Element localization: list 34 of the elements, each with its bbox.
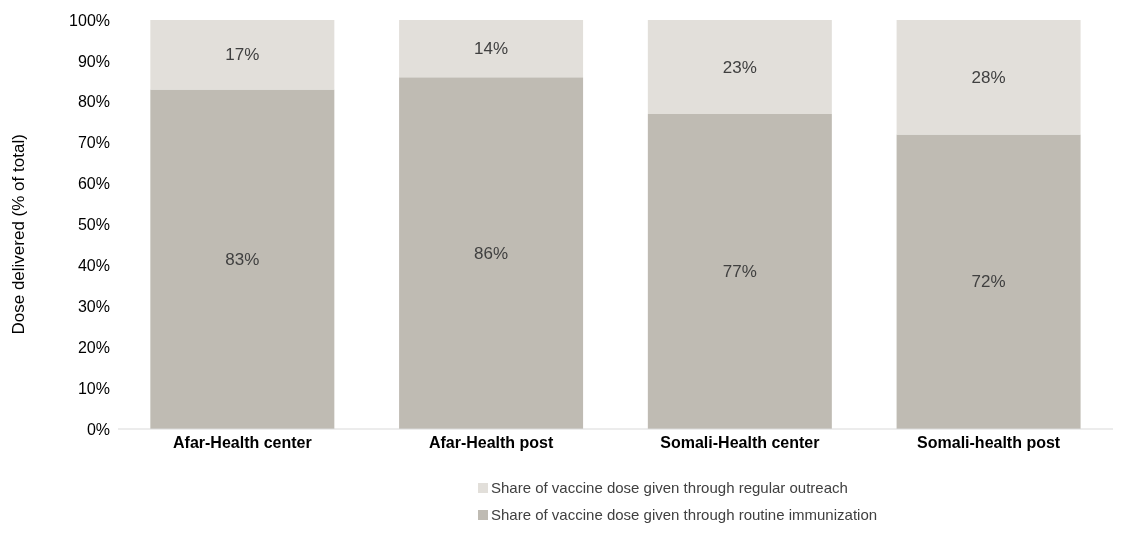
bar (150, 20, 335, 90)
y-axis-title: Dose delivered (% of total) (9, 134, 29, 335)
bar (150, 89, 335, 429)
legend-label: Share of vaccine dose given through routine immunization (491, 506, 878, 523)
x-tick-label: Afar-Health center (173, 434, 312, 452)
y-tick-label: 0% (86, 420, 110, 438)
y-tick-label: 40% (77, 257, 110, 275)
y-tick-label: 30% (77, 297, 110, 315)
y-tick-label: 20% (77, 338, 110, 356)
y-tick-label: 90% (77, 52, 110, 70)
bar (896, 20, 1081, 135)
data-label: 72% (971, 272, 1006, 292)
x-tick-label: Somali-health post (917, 434, 1061, 452)
data-label: 17% (225, 45, 260, 65)
y-tick-label: 70% (77, 134, 110, 152)
y-tick-label: 50% (77, 216, 110, 234)
data-label: 83% (225, 249, 260, 269)
bar (647, 114, 832, 429)
legend-label: Share of vaccine dose given through regular outreach (491, 479, 848, 496)
y-tick-label: 100% (69, 11, 110, 29)
x-tick-label: Afar-Health post (428, 434, 555, 452)
bar (647, 20, 832, 115)
bar (896, 134, 1081, 429)
data-label: 86% (474, 243, 509, 263)
x-tick-label: Somali-Health center (660, 434, 820, 452)
data-label: 28% (971, 67, 1006, 87)
data-label: 14% (474, 39, 509, 59)
y-tick-label: 60% (77, 175, 110, 193)
data-label: 77% (722, 262, 757, 282)
bar (399, 20, 584, 78)
y-tick-label: 80% (77, 93, 110, 111)
data-label: 23% (722, 57, 757, 77)
y-tick-label: 10% (77, 379, 110, 397)
bar (399, 77, 584, 429)
